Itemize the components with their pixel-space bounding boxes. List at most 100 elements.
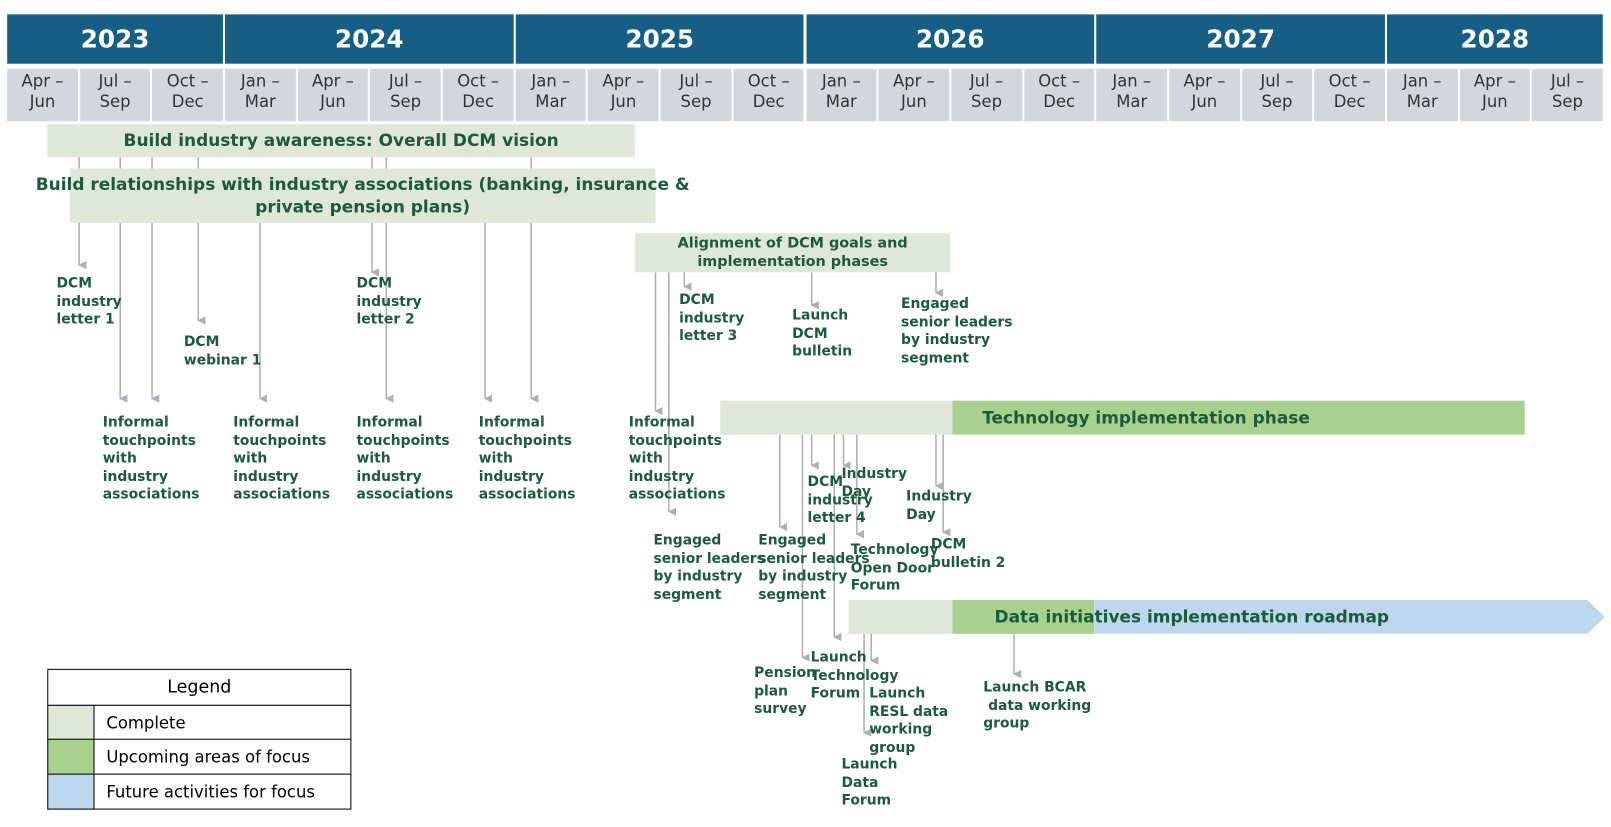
milestone: Launch Technology Forum <box>811 649 899 703</box>
milestone-line: Industry <box>906 488 972 505</box>
milestone: Engaged senior leaders by industry segment <box>758 532 869 604</box>
milestone-line: segment <box>901 349 970 367</box>
milestone-line: touchpoints <box>628 432 722 449</box>
milestone: Launch Data Forum <box>841 756 897 810</box>
quarter-text: Jul – <box>1550 70 1585 91</box>
bar-label: Build relationships with industry associ… <box>36 168 690 222</box>
milestone-line: with <box>233 450 268 467</box>
bar-label: Data initiatives implementation roadmap <box>995 600 1390 634</box>
milestone-line: Pension <box>754 664 816 682</box>
milestone-line: segment <box>758 586 827 603</box>
bar-label-line: Build relationships with industry associ… <box>35 174 690 194</box>
quarter-text: Jan – <box>240 70 280 91</box>
milestone: Informal touchpoints with industry associati… <box>629 414 726 504</box>
quarter-text: Dec <box>462 91 495 111</box>
legend-label: Upcoming areas of focus <box>92 738 352 775</box>
quarter-text: Mar <box>825 91 857 111</box>
milestone-line: letter 4 <box>807 509 866 527</box>
milestone-line: industry <box>628 467 694 485</box>
milestone-line: group <box>869 739 916 756</box>
milestone-line: industry <box>233 467 299 485</box>
year-header: 2027 <box>1096 14 1385 64</box>
bar-segment <box>720 400 953 435</box>
quarter-header: Oct – Dec <box>733 68 804 122</box>
milestone-line: Informal <box>356 414 423 431</box>
quarter-text: Dec <box>1333 91 1366 111</box>
quarter-header: Jan – Mar <box>1096 68 1168 122</box>
milestone-line: Day <box>906 506 936 523</box>
bar-segment <box>47 124 635 158</box>
bar-segment <box>848 600 953 634</box>
milestone-line: Forum <box>810 685 861 702</box>
milestone-line: Launch <box>841 756 898 773</box>
quarter-text: Jul – <box>388 70 423 91</box>
milestone-line: Engaged <box>758 532 827 549</box>
milestone-line: touchpoints <box>233 432 327 449</box>
milestone: Engaged senior leaders by industry segment <box>653 532 764 604</box>
milestone-line: Open Door <box>850 559 934 576</box>
milestone-line: DCM <box>679 291 715 309</box>
quarter-text: Jan – <box>821 70 861 91</box>
milestone: Technology Open Door Forum <box>851 541 939 595</box>
milestone: Informal touchpoints with industry associati… <box>103 414 200 504</box>
milestone-line: plan <box>754 682 789 700</box>
year-header: 2023 <box>7 14 223 64</box>
quarter-text: Jan – <box>1402 70 1442 91</box>
milestone-line: DCM <box>56 275 93 292</box>
milestone-line: Informal <box>478 414 545 431</box>
milestone: Informal touchpoints with industry associati… <box>479 414 576 504</box>
milestone-line: bulletin <box>792 343 853 360</box>
quarter-header: Jan – Mar <box>806 68 877 122</box>
milestone-line: with <box>356 450 391 467</box>
bar-label: Alignment of DCM goals and implementation… <box>635 233 950 272</box>
milestone-line: industry <box>102 467 168 485</box>
legend-label: Future activities for focus <box>92 773 352 810</box>
quarter-header: Apr – Jun <box>297 68 369 122</box>
quarter-text: Sep <box>99 91 131 111</box>
milestone-line: by industry <box>901 331 991 349</box>
quarter-text: Jan – <box>1112 70 1152 91</box>
milestone-line: associations <box>356 485 454 503</box>
quarter-text: Oct – <box>1038 70 1081 91</box>
milestone-line: Launch <box>810 649 867 666</box>
quarter-text: Jun <box>320 91 346 111</box>
milestone-line: Technology <box>850 541 939 558</box>
milestone-line: RESL data <box>869 703 949 720</box>
bar-segment <box>952 400 1525 435</box>
milestone-line: DCM <box>183 333 220 351</box>
quarter-header: Jan – Mar <box>1386 68 1458 122</box>
bar-label-line: private pension plans) <box>255 196 471 217</box>
year-header: 2028 <box>1386 14 1603 64</box>
quarter-text: Jul – <box>679 70 713 91</box>
quarter-text: Dec <box>752 91 785 111</box>
quarter-text: Jul – <box>98 70 132 91</box>
milestone-line: DCM <box>930 536 967 553</box>
milestone-line: by industry <box>758 568 848 585</box>
quarter-header: Jan – Mar <box>225 68 296 122</box>
quarter-text: Jun <box>29 91 56 111</box>
milestone: Industry Day <box>906 488 972 524</box>
quarter-text: Mar <box>244 91 276 111</box>
milestone: DCM industry letter 1 <box>57 275 122 329</box>
bar-segment <box>634 233 951 273</box>
quarter-text: Apr – <box>311 70 354 91</box>
legend-label: Complete <box>92 704 352 741</box>
quarter-text: Mar <box>535 91 567 111</box>
milestone: DCM industry letter 3 <box>679 292 744 346</box>
quarter-header: Jul – Sep <box>370 68 441 122</box>
milestone: Informal touchpoints with industry associati… <box>233 414 330 504</box>
milestone: Informal touchpoints with industry associati… <box>357 414 454 504</box>
milestone-line: associations <box>102 485 200 503</box>
milestone-line: Technology <box>810 667 899 684</box>
milestone-line: Informal <box>628 414 695 431</box>
milestone-line: associations <box>233 485 331 503</box>
milestone-line: DCM <box>807 473 844 491</box>
quarter-header: Apr – Jun <box>588 68 659 122</box>
milestone-line: Launch <box>792 307 849 324</box>
milestone-line: Launch BCAR <box>983 679 1087 696</box>
milestone-line: industry <box>807 491 873 509</box>
year-header: 2024 <box>225 14 514 64</box>
legend-swatch <box>47 738 95 775</box>
milestone-line: industry <box>356 467 422 485</box>
milestone-line: letter 3 <box>679 327 738 345</box>
